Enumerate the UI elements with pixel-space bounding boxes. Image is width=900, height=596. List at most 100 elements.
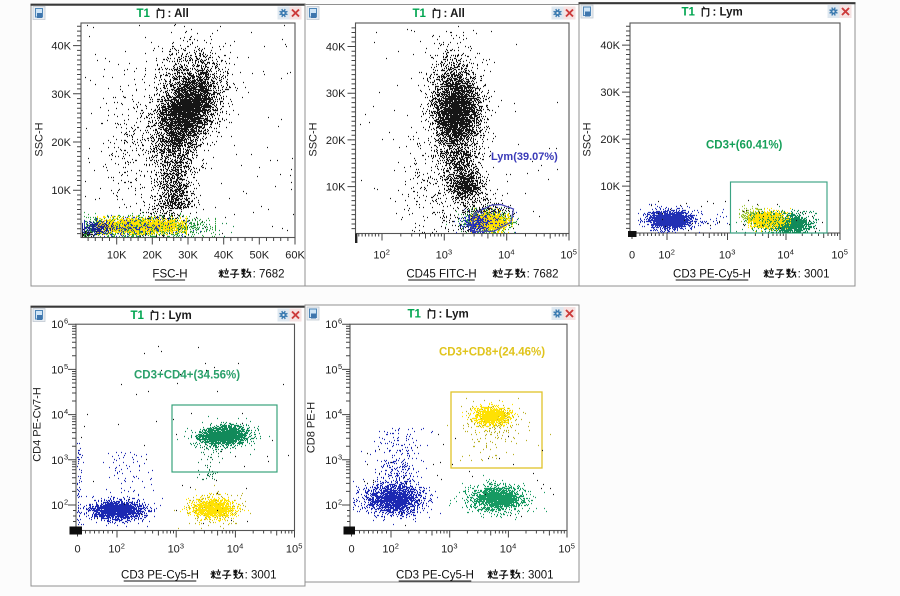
svg-text:20K: 20K xyxy=(326,135,346,147)
svg-text:5: 5 xyxy=(64,362,68,371)
svg-text:10: 10 xyxy=(286,544,298,556)
svg-text:10: 10 xyxy=(51,500,63,512)
svg-text:CD4 PE-Cv7-H: CD4 PE-Cv7-H xyxy=(32,387,44,462)
svg-text:30K: 30K xyxy=(326,88,346,100)
svg-text:: 3001: : 3001 xyxy=(245,570,277,582)
svg-text:0: 0 xyxy=(629,250,635,262)
svg-text:10K: 10K xyxy=(326,182,346,194)
svg-text:6: 6 xyxy=(338,317,342,326)
svg-text:2: 2 xyxy=(395,541,399,550)
svg-text:10: 10 xyxy=(382,544,394,556)
svg-text:10K: 10K xyxy=(51,185,71,197)
svg-text:3: 3 xyxy=(453,541,457,550)
svg-text:SSC-H: SSC-H xyxy=(582,122,594,156)
svg-text:4: 4 xyxy=(790,247,794,256)
svg-text:SSC-H: SSC-H xyxy=(34,122,46,156)
svg-text:: 7682: : 7682 xyxy=(527,269,559,281)
svg-text:10: 10 xyxy=(325,455,337,467)
svg-text:20K: 20K xyxy=(600,134,620,146)
svg-text:T1: T1 xyxy=(682,7,696,19)
svg-text:10: 10 xyxy=(560,250,572,262)
svg-text:2: 2 xyxy=(671,247,675,256)
svg-text:4: 4 xyxy=(64,407,68,416)
svg-text:30K: 30K xyxy=(600,87,620,99)
svg-text:30K: 30K xyxy=(51,89,71,101)
svg-text:: 3001: : 3001 xyxy=(522,570,554,582)
svg-text:: 3001: : 3001 xyxy=(798,269,830,281)
svg-text:3: 3 xyxy=(731,247,735,256)
svg-text:60K: 60K xyxy=(285,250,305,262)
svg-text:: Lym: : Lym xyxy=(162,310,192,322)
svg-text:10: 10 xyxy=(658,250,670,262)
svg-text:30K: 30K xyxy=(178,250,198,262)
svg-text:2: 2 xyxy=(386,247,390,256)
svg-text:: Lym: : Lym xyxy=(713,7,743,19)
svg-text:T1: T1 xyxy=(408,309,422,321)
svg-text:: All: : All xyxy=(444,8,465,20)
svg-text:CD45 FITC-H: CD45 FITC-H xyxy=(406,269,476,281)
svg-text:10K: 10K xyxy=(600,181,620,193)
svg-text:40K: 40K xyxy=(51,41,71,53)
svg-text:10: 10 xyxy=(325,319,337,331)
svg-text:: All: : All xyxy=(168,8,189,20)
svg-text:3: 3 xyxy=(64,452,68,461)
svg-text:6: 6 xyxy=(64,317,68,326)
svg-text:3: 3 xyxy=(338,452,342,461)
svg-text:4: 4 xyxy=(510,247,514,256)
svg-text:CD3 PE-Cy5-H: CD3 PE-Cy5-H xyxy=(673,269,751,281)
svg-text:4: 4 xyxy=(338,407,342,416)
svg-text:10: 10 xyxy=(831,250,843,262)
svg-text:10: 10 xyxy=(51,319,63,331)
svg-text:10: 10 xyxy=(325,410,337,422)
svg-text:10: 10 xyxy=(108,544,120,556)
svg-text:10: 10 xyxy=(441,544,453,556)
svg-text:T1: T1 xyxy=(131,310,145,322)
svg-text:0: 0 xyxy=(74,544,80,556)
svg-text:SSC-H: SSC-H xyxy=(308,122,320,156)
svg-text:5: 5 xyxy=(844,247,848,256)
svg-text:5: 5 xyxy=(338,362,342,371)
svg-text:50K: 50K xyxy=(250,250,270,262)
svg-text:FSC-H: FSC-H xyxy=(152,269,187,281)
svg-text:10: 10 xyxy=(373,250,385,262)
svg-text:10: 10 xyxy=(500,544,512,556)
svg-text:3: 3 xyxy=(180,541,184,550)
svg-text:4: 4 xyxy=(239,541,243,550)
svg-text:40K: 40K xyxy=(326,42,346,54)
svg-text:2: 2 xyxy=(121,541,125,550)
svg-text:3: 3 xyxy=(448,247,452,256)
svg-text:5: 5 xyxy=(298,541,302,550)
svg-text:Lym(39.07%): Lym(39.07%) xyxy=(491,151,558,163)
svg-text:10K: 10K xyxy=(107,250,127,262)
svg-text:10: 10 xyxy=(436,250,448,262)
svg-text:10: 10 xyxy=(777,250,789,262)
svg-text:CD8 PE-H: CD8 PE-H xyxy=(306,402,318,453)
svg-text:20K: 20K xyxy=(143,250,163,262)
svg-text:40K: 40K xyxy=(214,250,234,262)
svg-text:0: 0 xyxy=(348,544,354,556)
svg-text:10: 10 xyxy=(558,544,570,556)
svg-text:CD3 PE-Cy5-H: CD3 PE-Cy5-H xyxy=(396,570,474,582)
svg-text:10: 10 xyxy=(51,410,63,422)
svg-text:20K: 20K xyxy=(51,137,71,149)
svg-text:: Lym: : Lym xyxy=(439,309,469,321)
svg-text:40K: 40K xyxy=(600,40,620,52)
svg-text:10: 10 xyxy=(51,455,63,467)
svg-text:CD3+CD4+(34.56%): CD3+CD4+(34.56%) xyxy=(134,370,240,382)
svg-text:10: 10 xyxy=(51,364,63,376)
svg-text:10: 10 xyxy=(498,250,510,262)
svg-text:T1: T1 xyxy=(137,8,151,20)
svg-text:T1: T1 xyxy=(413,8,427,20)
svg-text:2: 2 xyxy=(338,498,342,507)
svg-text:CD3 PE-Cy5-H: CD3 PE-Cy5-H xyxy=(121,570,199,582)
svg-text:CD3+CD8+(24.46%): CD3+CD8+(24.46%) xyxy=(439,347,545,359)
svg-text:10: 10 xyxy=(227,544,239,556)
svg-text:2: 2 xyxy=(64,498,68,507)
svg-text:10: 10 xyxy=(719,250,731,262)
svg-text:: 7682: : 7682 xyxy=(253,269,285,281)
svg-text:10: 10 xyxy=(325,500,337,512)
svg-text:10: 10 xyxy=(325,364,337,376)
svg-text:10: 10 xyxy=(168,544,180,556)
svg-text:5: 5 xyxy=(573,247,577,256)
svg-text:CD3+(60.41%): CD3+(60.41%) xyxy=(706,140,783,152)
